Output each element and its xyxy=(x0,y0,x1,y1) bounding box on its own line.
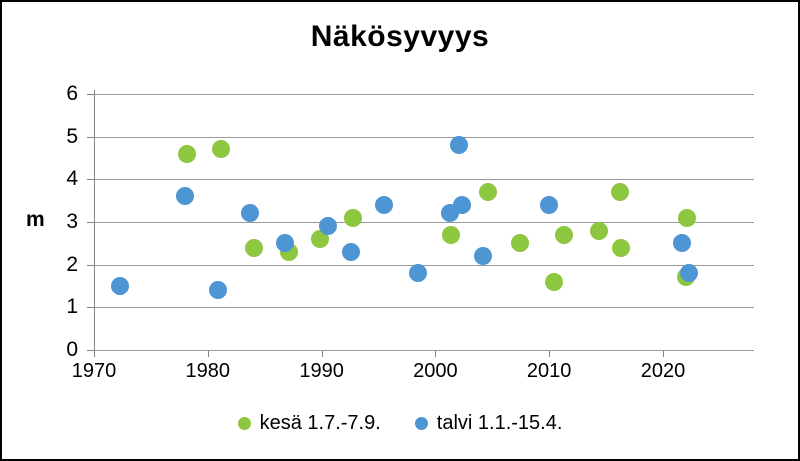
legend: kesä 1.7.-7.9. talvi 1.1.-15.4. xyxy=(2,412,798,435)
y-tick-label: 2 xyxy=(66,252,78,276)
y-axis-tick xyxy=(87,136,94,138)
x-axis-tick xyxy=(662,351,664,357)
y-axis-tick xyxy=(87,264,94,266)
gridline xyxy=(94,179,754,181)
data-point xyxy=(344,208,363,227)
data-point xyxy=(673,234,692,253)
legend-marker-icon xyxy=(414,417,428,430)
data-point xyxy=(276,234,295,253)
data-point xyxy=(212,140,231,159)
legend-label: kesä 1.7.-7.9. xyxy=(259,412,381,434)
x-axis-tick xyxy=(94,351,95,357)
x-axis-tick xyxy=(207,351,209,357)
data-point xyxy=(677,208,696,227)
x-axis-tick xyxy=(549,351,551,357)
y-tick-label: 0 xyxy=(66,338,78,361)
data-point xyxy=(111,277,130,295)
gridline xyxy=(94,222,754,223)
x-tick-label: 2010 xyxy=(526,360,572,382)
y-tick-label: 4 xyxy=(66,167,78,191)
x-tick-label: 2020 xyxy=(640,360,686,382)
x-tick-label: 1990 xyxy=(299,360,344,382)
gridline xyxy=(94,350,754,351)
data-point xyxy=(611,238,630,257)
gridline xyxy=(94,136,754,138)
y-axis-tick xyxy=(87,222,94,223)
y-axis-tick xyxy=(87,179,94,181)
legend-item: talvi 1.1.-15.4. xyxy=(414,412,563,435)
data-point xyxy=(478,183,497,202)
data-point xyxy=(375,195,394,214)
data-point xyxy=(178,144,197,163)
y-tick-label: 1 xyxy=(66,295,78,319)
data-point xyxy=(544,272,563,291)
x-tick-label: 1980 xyxy=(185,360,231,382)
gridline xyxy=(94,94,754,95)
data-point xyxy=(554,225,573,244)
data-point xyxy=(452,195,471,214)
gridline xyxy=(94,264,754,266)
y-tick-label: 6 xyxy=(66,82,78,105)
y-tick-label: 3 xyxy=(66,210,78,233)
gridline xyxy=(94,307,754,309)
data-point xyxy=(342,242,361,261)
data-point xyxy=(209,281,228,300)
y-axis-tick xyxy=(87,350,94,351)
legend-label: talvi 1.1.-15.4. xyxy=(436,412,563,434)
data-point xyxy=(409,264,428,283)
data-point xyxy=(680,264,699,283)
data-point xyxy=(540,195,559,214)
y-tick-label: 5 xyxy=(66,124,78,148)
data-point xyxy=(319,217,338,236)
y-axis-tick xyxy=(87,94,94,95)
legend-marker-icon xyxy=(237,417,251,430)
data-point xyxy=(240,204,259,223)
legend-item: kesä 1.7.-7.9. xyxy=(237,412,381,435)
x-tick-label: 2000 xyxy=(413,360,458,382)
chart-title: Näkösyvyys xyxy=(310,20,490,53)
data-point xyxy=(510,234,529,253)
plot-area xyxy=(94,94,754,351)
y-axis-line xyxy=(94,90,95,350)
data-point xyxy=(442,225,461,244)
y-axis-tick xyxy=(87,307,94,309)
data-point xyxy=(245,238,264,257)
x-tick-label: 1970 xyxy=(71,360,117,382)
data-point xyxy=(450,136,469,155)
x-axis-tick xyxy=(321,351,323,357)
y-axis-title: m xyxy=(26,208,45,231)
data-point xyxy=(176,187,195,206)
x-axis-tick xyxy=(435,351,437,357)
data-point xyxy=(474,247,493,266)
data-point xyxy=(610,183,629,202)
data-point xyxy=(590,221,609,240)
